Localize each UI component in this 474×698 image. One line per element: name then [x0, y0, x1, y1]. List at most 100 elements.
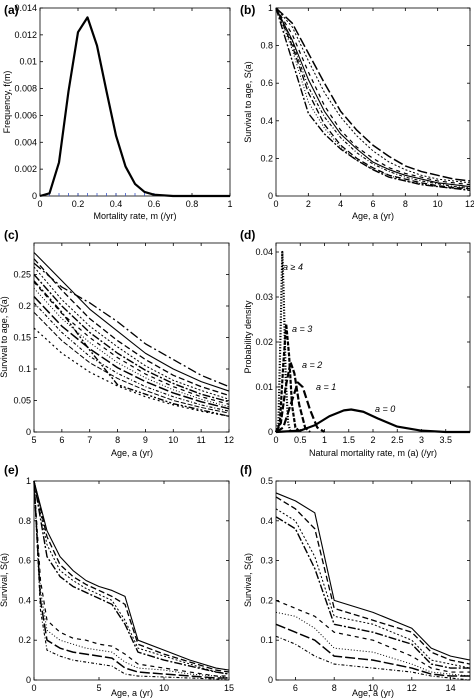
f-series-line — [275, 599, 470, 673]
e-series-line — [33, 480, 230, 675]
panel-f-ylabel: Survival, S(a) — [243, 553, 253, 607]
a-xtick-label: 0.6 — [148, 199, 161, 209]
b-series-line — [275, 7, 471, 188]
annotation-a-0: a = 0 — [375, 404, 395, 414]
e-xtick-label: 0 — [31, 683, 36, 693]
b-xtick-label: 10 — [433, 199, 443, 209]
b-ytick-label: 0.6 — [260, 78, 273, 88]
panel-b-ylabel: Survival to age, S(a) — [243, 61, 253, 143]
panel-d-axes-frame — [275, 242, 471, 433]
a-ytick-label: 0.01 — [19, 57, 37, 67]
f-series-line — [275, 508, 471, 669]
d-ytick-label: 0.01 — [255, 382, 273, 392]
c-series-line — [33, 327, 230, 417]
f-ytick-label: 0.3 — [260, 556, 273, 566]
b-xtick-label: 4 — [338, 199, 343, 209]
c-xtick-label: 5 — [31, 435, 36, 445]
c-xtick-label: 12 — [224, 435, 234, 445]
c-series-line — [33, 296, 230, 410]
c-xtick-label: 6 — [59, 435, 64, 445]
panel-b-label: (b) — [240, 3, 255, 17]
d-xtick-label: 2.5 — [391, 435, 404, 445]
panel-e-label: (e) — [4, 463, 19, 477]
d-xtick-label: 0 — [273, 435, 278, 445]
b-xtick-label: 0 — [273, 199, 278, 209]
f-xtick-label: 12 — [407, 683, 417, 693]
c-xtick-label: 7 — [87, 435, 92, 445]
e-xtick-label: 10 — [159, 683, 169, 693]
d-ytick-label: 0.04 — [255, 247, 273, 257]
panel-f-xlabel: Age, a (yr) — [352, 688, 394, 698]
panel-c-xlabel: Age, a (yr) — [111, 448, 153, 458]
d-series-line — [275, 408, 470, 434]
panel-c-ticks: 5 6 7 8 9 10 11 12 0 0.05 0.1 0.15 0.2 0.25 — [13, 243, 234, 445]
b-series-line — [275, 7, 471, 190]
b-series-line — [275, 7, 471, 186]
panel-b-xlabel: Age, a (yr) — [352, 211, 394, 221]
e-ytick-label: 0.6 — [18, 556, 31, 566]
e-series-line — [33, 480, 230, 679]
b-series-line — [275, 7, 471, 192]
panel-a-series — [39, 16, 230, 198]
b-ytick-label: 1 — [268, 3, 273, 13]
d-xtick-label: 1.5 — [342, 435, 355, 445]
e-ytick-label: 1 — [26, 476, 31, 486]
c-ytick-label: 0.2 — [18, 301, 31, 311]
c-series-line — [33, 280, 230, 417]
panel-d: (d) 0 0.5 1 1.5 2 2.5 3 3.5 0 0.01 0.02 0.03 0.04 a … — [240, 228, 471, 458]
b-ytick-label: 0.2 — [260, 153, 273, 163]
panel-a-xlabel: Mortality rate, m (/yr) — [93, 211, 176, 221]
e-ytick-label: 0.2 — [18, 635, 31, 645]
b-ytick-label: 0.4 — [260, 116, 273, 126]
panel-e: (e) 0 5 10 15 0 0.2 0.4 0.6 0.8 1 Age, a (yr) Sur… — [0, 463, 234, 698]
panel-d-ticks: 0 0.5 1 1.5 2 2.5 3 3.5 0 0.01 0.02 0.03 0.04 — [255, 243, 470, 445]
e-xtick-label: 5 — [96, 683, 101, 693]
d-ytick-label: 0 — [268, 427, 273, 437]
panel-b-series — [275, 7, 471, 192]
panel-c: (c) 5 6 7 8 9 10 11 12 0 0.05 0.1 0.15 0.2 0.25 Age, … — [0, 228, 234, 458]
c-series-line — [33, 252, 230, 392]
c-ytick-label: 0.05 — [13, 396, 31, 406]
panel-f-ticks: 6 8 10 12 14 0 0.1 0.2 0.3 0.4 0.5 — [260, 476, 470, 693]
panel-a-ylabel: Frequency, f(m) — [2, 71, 12, 134]
e-xtick-label: 15 — [224, 683, 234, 693]
e-series-line — [33, 480, 230, 671]
c-series-line — [33, 262, 230, 388]
f-xtick-label: 6 — [293, 683, 298, 693]
c-series-line — [33, 311, 230, 414]
b-series-line — [275, 7, 471, 184]
panel-c-series — [33, 252, 230, 417]
d-xtick-label: 0.5 — [294, 435, 307, 445]
panel-a: (a) 0 0.2 0.4 0.6 0.8 100.0020.0040.0060.0080… — [2, 3, 233, 221]
f-series-line — [275, 492, 471, 661]
c-ytick-label: 0.15 — [13, 333, 31, 343]
panel-a-ticks: 0 0.2 0.4 0.6 0.8 1 0 0.002 0.004 0.006 0.008 0.01 0… — [14, 3, 232, 209]
f-xtick-label: 10 — [368, 683, 378, 693]
c-ytick-label: 0.25 — [13, 270, 31, 280]
c-xtick-label: 11 — [196, 435, 205, 445]
e-series-line — [33, 480, 229, 677]
f-series-line — [275, 611, 471, 677]
panel-f-label: (f) — [240, 463, 252, 477]
f-series-line — [275, 496, 471, 665]
annotation-a-ge-4: a ≥ 4 — [283, 262, 303, 272]
a-ytick-label: 0.004 — [14, 137, 37, 147]
b-ytick-label: 0.8 — [260, 41, 273, 51]
e-series-line — [33, 480, 229, 679]
f-ytick-label: 0.5 — [260, 476, 273, 486]
panel-e-series — [33, 480, 230, 681]
panel-d-xlabel: Natural mortality rate, m (a) (/yr) — [309, 448, 437, 458]
a-xtick-label: 0.8 — [186, 199, 199, 209]
f-ytick-label: 0.2 — [260, 595, 273, 605]
f-ytick-label: 0.1 — [260, 635, 273, 645]
c-series-line — [33, 274, 230, 403]
a-series-line — [39, 16, 230, 198]
c-series-line — [33, 258, 230, 397]
e-ytick-label: 0 — [26, 675, 31, 685]
b-xtick-label: 8 — [403, 199, 408, 209]
a-xtick-label: 0.4 — [110, 199, 123, 209]
panel-a-axes-frame — [39, 7, 231, 197]
panel-d-label: (d) — [240, 228, 255, 242]
c-xtick-label: 10 — [168, 435, 178, 445]
